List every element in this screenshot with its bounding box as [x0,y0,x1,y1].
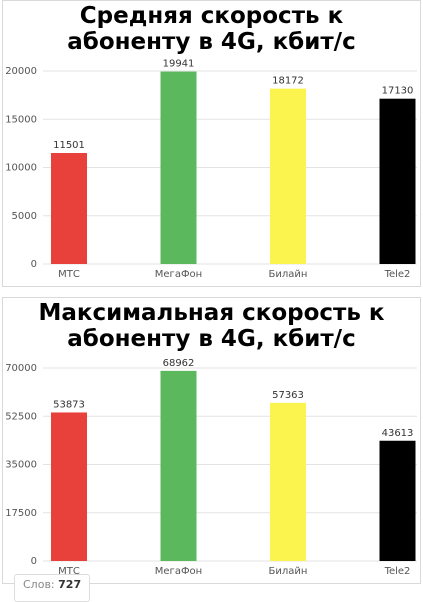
y-tick-label: 35000 [5,460,37,471]
x-tick-label: МегаФон [155,269,202,280]
bar [51,412,87,561]
bar [270,88,306,264]
y-tick-label: 15000 [5,114,37,125]
y-tick-label: 52500 [5,411,37,422]
x-tick-label: Tele2 [384,269,411,280]
bar [51,153,87,264]
y-tick-label: 20000 [5,66,37,77]
chart: 0 5000 10000 15000 20000 МТС 11501 МегаФон 19941… [5,59,417,280]
x-tick-label: МТС [58,269,80,280]
bar [160,71,197,264]
data-label: 11501 [53,140,85,151]
chart-panel: Максимальная скорость к абоненту в 4G, к… [2,297,421,584]
bar [379,440,416,561]
y-tick-label: 0 [31,556,37,567]
data-label: 68962 [163,358,195,369]
data-label: 18172 [272,76,304,87]
y-tick-label: 70000 [5,363,37,374]
y-tick-label: 17500 [5,508,37,519]
chart-panel: Средняя скорость к абоненту в 4G, кбит/с… [2,0,421,287]
data-label: 53873 [53,399,85,410]
x-tick-label: МегаФон [155,566,202,577]
y-tick-label: 5000 [12,211,37,222]
data-label: 17130 [382,86,414,97]
bar [160,370,197,561]
data-label: 43613 [382,428,414,439]
bar [270,402,306,561]
bar [379,98,416,265]
chart-title: Максимальная скорость к абоненту в 4G, к… [38,300,385,352]
chart-title: Средняя скорость к абоненту в 4G, кбит/с [67,3,356,55]
data-label: 57363 [272,390,304,401]
status-bar: Слов: 727 [14,574,91,602]
y-tick-label: 0 [31,259,37,270]
data-label: 19941 [163,59,195,70]
x-tick-label: МТС [58,566,80,577]
x-tick-label: Билайн [269,566,308,577]
x-tick-label: Tele2 [384,566,411,577]
x-tick-label: Билайн [269,269,308,280]
y-tick-label: 10000 [5,163,37,174]
chart: 0 17500 35000 52500 70000 МТС 53873 МегаФон 6896… [5,358,417,577]
